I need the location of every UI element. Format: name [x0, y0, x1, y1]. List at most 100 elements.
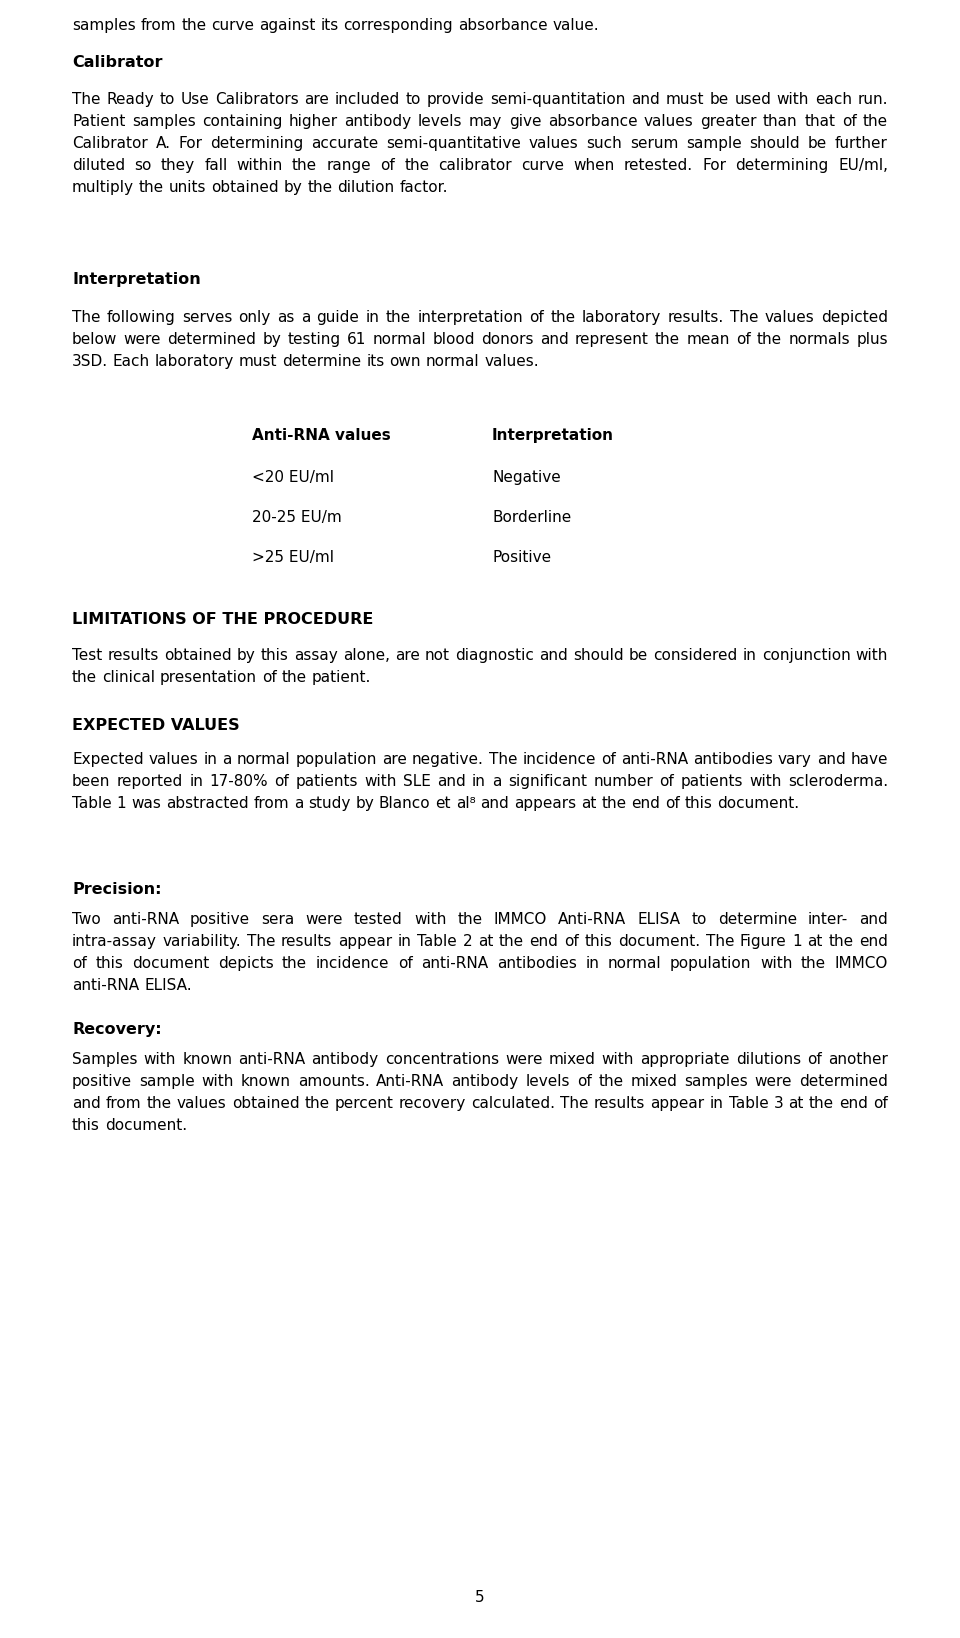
- Text: following: following: [107, 310, 176, 324]
- Text: amounts.: amounts.: [298, 1075, 370, 1089]
- Text: of: of: [262, 670, 276, 685]
- Text: to: to: [159, 92, 175, 106]
- Text: antibody: antibody: [451, 1075, 518, 1089]
- Text: A.: A.: [156, 136, 171, 151]
- Text: with: with: [602, 1052, 635, 1066]
- Text: not: not: [425, 649, 450, 663]
- Text: the: the: [801, 957, 826, 971]
- Text: the: the: [863, 115, 888, 129]
- Text: results.: results.: [667, 310, 724, 324]
- Text: values: values: [529, 136, 579, 151]
- Text: sera: sera: [261, 912, 295, 927]
- Text: in: in: [204, 752, 217, 767]
- Text: LIMITATIONS OF THE PROCEDURE: LIMITATIONS OF THE PROCEDURE: [72, 613, 373, 627]
- Text: values: values: [644, 115, 694, 129]
- Text: normal: normal: [426, 354, 480, 369]
- Text: IMMCO: IMMCO: [493, 912, 547, 927]
- Text: end: end: [859, 934, 888, 948]
- Text: determined: determined: [167, 333, 256, 347]
- Text: of: of: [660, 775, 674, 790]
- Text: For: For: [179, 136, 203, 151]
- Text: the: the: [72, 670, 97, 685]
- Text: of: of: [564, 934, 579, 948]
- Text: >25 EU/ml: >25 EU/ml: [252, 550, 334, 565]
- Text: percent: percent: [335, 1096, 394, 1111]
- Text: and: and: [859, 912, 888, 927]
- Text: so: so: [134, 157, 152, 174]
- Text: and: and: [817, 752, 846, 767]
- Text: obtained: obtained: [164, 649, 231, 663]
- Text: The: The: [489, 752, 517, 767]
- Text: values: values: [177, 1096, 227, 1111]
- Text: this: this: [95, 957, 123, 971]
- Text: mixed: mixed: [549, 1052, 595, 1066]
- Text: provide: provide: [426, 92, 484, 106]
- Text: at: at: [478, 934, 493, 948]
- Text: ELISA.: ELISA.: [144, 978, 192, 993]
- Text: the: the: [281, 670, 306, 685]
- Text: Figure: Figure: [740, 934, 786, 948]
- Text: fall: fall: [204, 157, 228, 174]
- Text: 5: 5: [475, 1590, 485, 1605]
- Text: calculated.: calculated.: [471, 1096, 555, 1111]
- Text: patients: patients: [296, 775, 358, 790]
- Text: known: known: [241, 1075, 291, 1089]
- Text: with: with: [202, 1075, 234, 1089]
- Text: a: a: [300, 310, 310, 324]
- Text: serves: serves: [181, 310, 232, 324]
- Text: and: and: [631, 92, 660, 106]
- Text: this: this: [585, 934, 612, 948]
- Text: and: and: [540, 649, 568, 663]
- Text: the: the: [809, 1096, 834, 1111]
- Text: have: have: [851, 752, 888, 767]
- Text: 3SD.: 3SD.: [72, 354, 108, 369]
- Text: values.: values.: [485, 354, 540, 369]
- Text: population: population: [296, 752, 377, 767]
- Text: normal: normal: [372, 333, 426, 347]
- Text: Interpretation: Interpretation: [492, 428, 614, 442]
- Text: et: et: [436, 796, 451, 811]
- Text: antibodies: antibodies: [693, 752, 773, 767]
- Text: tested: tested: [354, 912, 403, 927]
- Text: be: be: [808, 136, 828, 151]
- Text: assay: assay: [294, 649, 338, 663]
- Text: the: the: [282, 957, 307, 971]
- Text: Test: Test: [72, 649, 103, 663]
- Text: results: results: [281, 934, 332, 948]
- Text: the: the: [601, 796, 626, 811]
- Text: only: only: [239, 310, 271, 324]
- Text: Positive: Positive: [492, 550, 551, 565]
- Text: Precision:: Precision:: [72, 881, 161, 898]
- Text: variability.: variability.: [162, 934, 241, 948]
- Text: of: of: [601, 752, 615, 767]
- Text: patient.: patient.: [311, 670, 371, 685]
- Text: significant: significant: [508, 775, 587, 790]
- Text: Calibrator: Calibrator: [72, 136, 148, 151]
- Text: anti-RNA: anti-RNA: [421, 957, 489, 971]
- Text: factor.: factor.: [399, 180, 448, 195]
- Text: samples: samples: [684, 1075, 748, 1089]
- Text: incidence: incidence: [316, 957, 389, 971]
- Text: of: of: [736, 333, 751, 347]
- Text: a: a: [492, 775, 502, 790]
- Text: antibody: antibody: [312, 1052, 378, 1066]
- Text: by: by: [355, 796, 374, 811]
- Text: antibodies: antibodies: [497, 957, 577, 971]
- Text: appear: appear: [651, 1096, 705, 1111]
- Text: negative.: negative.: [412, 752, 484, 767]
- Text: Negative: Negative: [492, 470, 561, 485]
- Text: considered: considered: [653, 649, 737, 663]
- Text: guide: guide: [317, 310, 359, 324]
- Text: levels: levels: [419, 115, 463, 129]
- Text: were: were: [505, 1052, 542, 1066]
- Text: Use: Use: [180, 92, 209, 106]
- Text: included: included: [335, 92, 400, 106]
- Text: must: must: [665, 92, 704, 106]
- Text: with: with: [144, 1052, 176, 1066]
- Text: give: give: [509, 115, 541, 129]
- Text: samples: samples: [72, 18, 135, 33]
- Text: with: with: [855, 649, 888, 663]
- Text: The: The: [247, 934, 276, 948]
- Text: absorbance: absorbance: [548, 115, 637, 129]
- Text: Table: Table: [72, 796, 111, 811]
